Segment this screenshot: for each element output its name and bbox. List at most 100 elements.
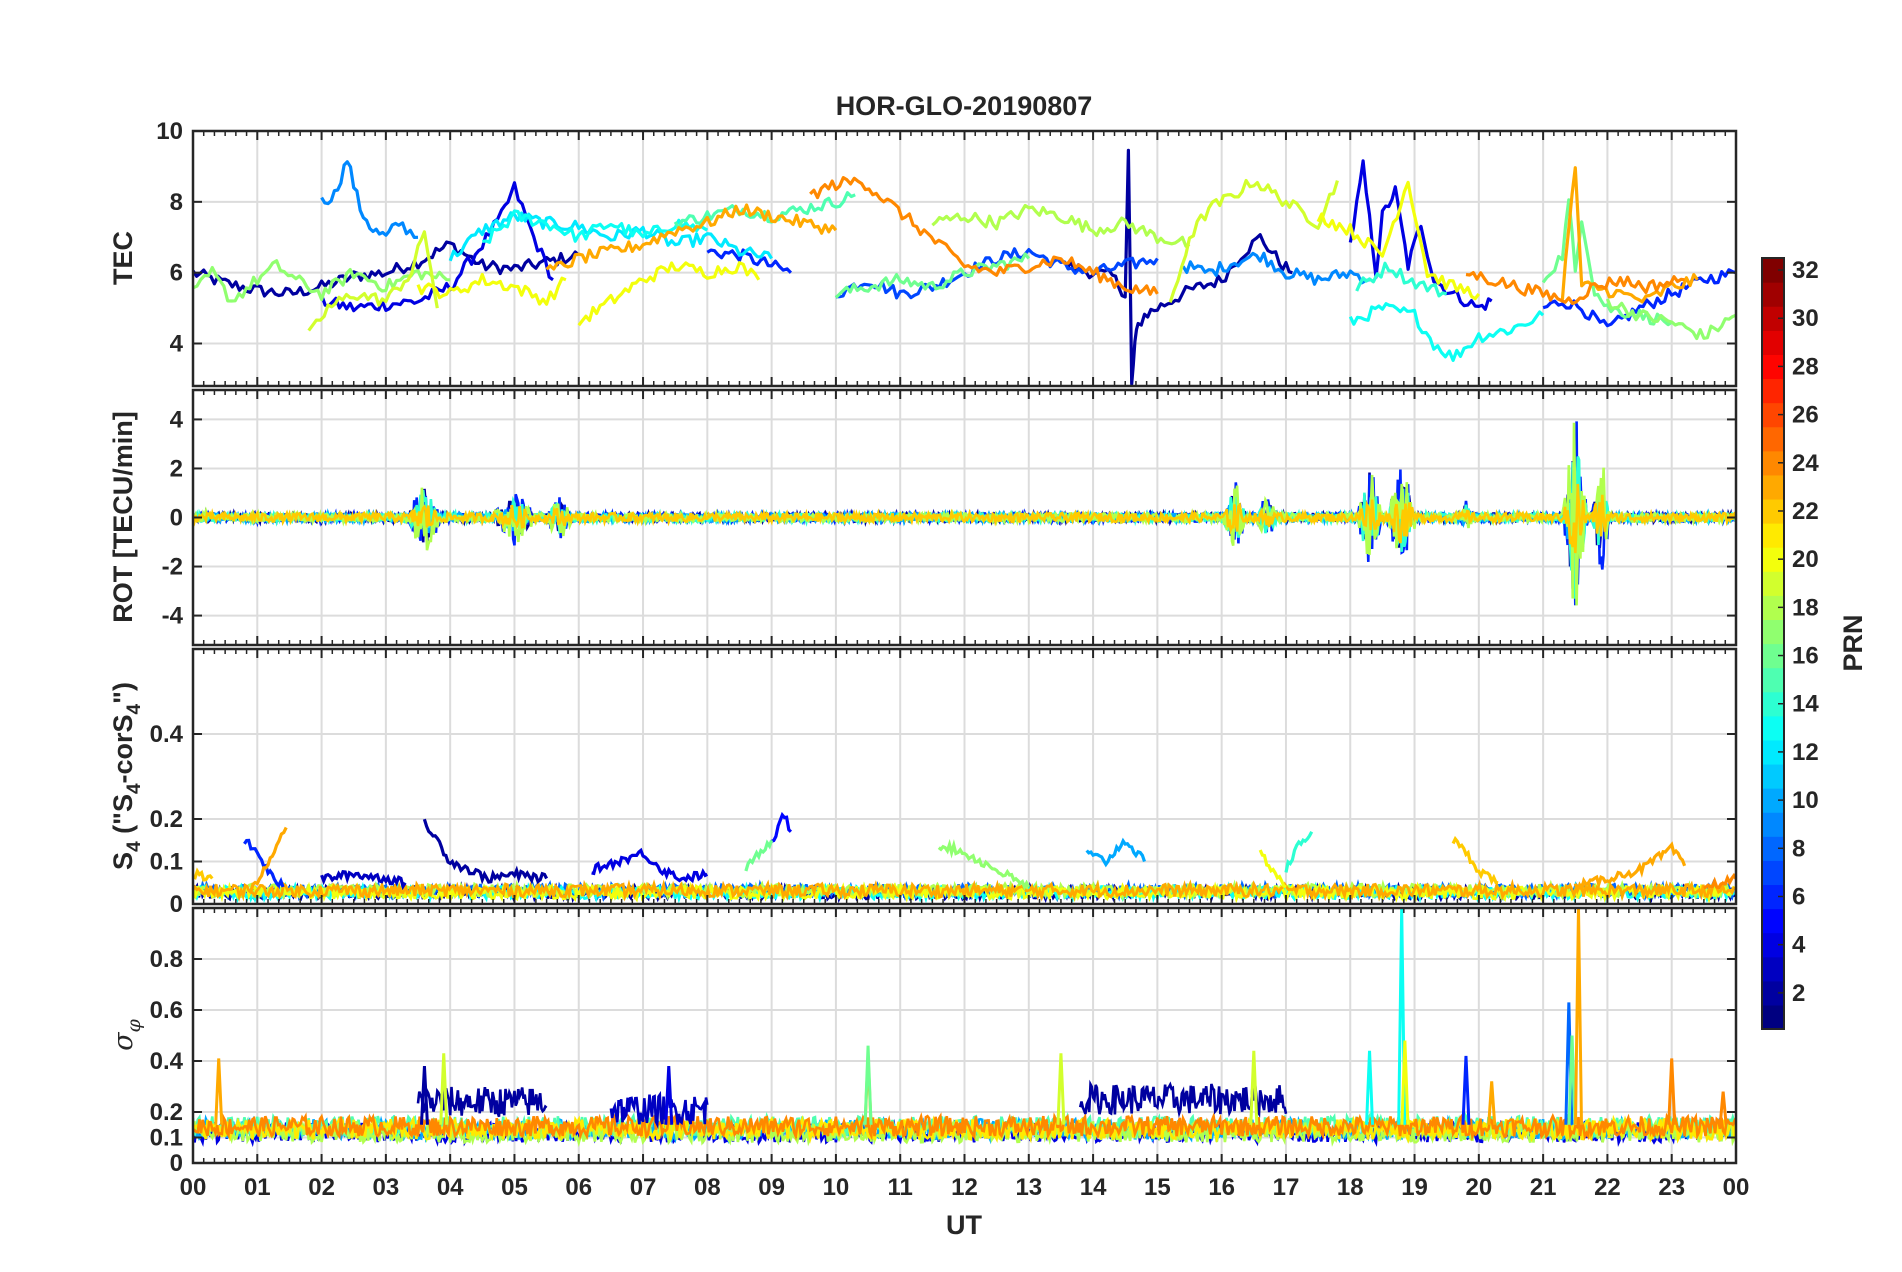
x-tick-label: 23 (1658, 1174, 1685, 1201)
tec-series-line (809, 176, 1159, 296)
s4-series-line (591, 847, 709, 884)
tec-series-line (1465, 271, 1685, 306)
x-tick-label: 14 (1080, 1174, 1107, 1201)
s4-series-line (1085, 837, 1147, 868)
s4-series-line (249, 826, 288, 893)
y-tick-label: 6 (170, 260, 183, 287)
sigma-active-line (609, 1090, 709, 1129)
colorbar-tick-label: 24 (1792, 450, 1819, 477)
y-tick-label: 2 (170, 455, 183, 482)
tec-series-line (931, 203, 1191, 248)
colorbar-segment (1762, 330, 1784, 355)
colorbar-tick-label: 8 (1792, 835, 1805, 862)
tec-panel: 4 6 8 10 (156, 118, 1738, 388)
y-tick-label: 0.4 (150, 1048, 184, 1075)
y-tick-label: 0.2 (150, 1099, 183, 1126)
y-tick-label: 0.2 (150, 806, 183, 833)
colorbar-frame (1761, 257, 1785, 1030)
sigma-spike (863, 1045, 873, 1125)
sigma-spike (1567, 1035, 1577, 1125)
colorbar-segment (1762, 667, 1784, 693)
colorbar-segment (1762, 812, 1784, 837)
sigma-spike (1573, 908, 1583, 1125)
x-tick-label: 18 (1337, 1174, 1364, 1201)
data-layer (193, 148, 1736, 386)
s4-series-line (771, 811, 793, 843)
colorbar-segment (1762, 523, 1784, 548)
sigma-spike (1365, 1050, 1375, 1125)
colorbar-segment (1762, 715, 1784, 741)
s4-series-line (193, 867, 214, 882)
y-tick-label: 0.6 (150, 997, 183, 1024)
tec-series-line (834, 252, 1031, 299)
x-tick-label: 21 (1530, 1174, 1557, 1201)
colorbar-segment (1762, 498, 1784, 524)
tec-series-line (706, 248, 793, 274)
x-tick-label: 10 (823, 1174, 850, 1201)
colorbar-tick-label: 30 (1792, 305, 1819, 332)
x-tick-label: 15 (1144, 1174, 1171, 1201)
tec-series-line (1181, 251, 1370, 286)
sigma-spike (214, 1058, 224, 1125)
colorbar-tick-label: 4 (1792, 932, 1806, 959)
colorbar-tick-label: 18 (1792, 594, 1819, 621)
x-tick-label: 22 (1594, 1174, 1621, 1201)
tec-series-line (1560, 166, 1699, 304)
colorbar-tick-label: 16 (1792, 643, 1819, 670)
tec-series-line (448, 211, 773, 262)
colorbar-segment (1762, 763, 1784, 789)
colorbar-segment (1762, 956, 1784, 982)
axes-frame (191, 129, 1738, 388)
y-tick-label: 0 (170, 505, 183, 532)
colorbar-segment (1762, 547, 1784, 572)
y-tick-label: -4 (162, 603, 184, 630)
x-tick-label: 19 (1401, 1174, 1428, 1201)
s4-series-line (1451, 835, 1499, 886)
x-tick-label: 13 (1015, 1174, 1042, 1201)
x-tick-label: 20 (1465, 1174, 1492, 1201)
sigma-spike (1249, 1050, 1259, 1125)
s4-series-line (422, 818, 549, 885)
sigma-spike (1400, 1040, 1410, 1125)
y-tick-label: 0.1 (150, 849, 183, 876)
axes-frame (191, 388, 1738, 647)
colorbar-tick-label: 12 (1792, 739, 1819, 766)
sigma-spike (419, 1066, 429, 1125)
colorbar-segment (1762, 836, 1784, 861)
colorbar-segment (1762, 258, 1784, 283)
colorbar-tick-label: 22 (1792, 498, 1819, 525)
colorbar-segment (1762, 739, 1784, 765)
y-tick-label: 8 (170, 189, 183, 216)
colorbar-tick-label: 14 (1792, 691, 1819, 718)
sigma-spike (439, 1053, 449, 1125)
colorbar-segment (1762, 691, 1784, 717)
colorbar-segment (1762, 788, 1784, 813)
s4-panel: 0 0.1 0.2 0.4 (150, 647, 1738, 918)
tec-series-line (545, 203, 838, 271)
tec-series-line (1605, 298, 1736, 341)
x-tick-label: 02 (308, 1174, 335, 1201)
colorbar-segment (1762, 643, 1784, 669)
tec-series-line (673, 191, 856, 230)
tec-series-line (1541, 198, 1673, 327)
tec-series-line (482, 209, 709, 244)
s4-series-line (1703, 872, 1736, 890)
x-tick-label: 11 (888, 1174, 913, 1201)
s4-series-line (1573, 841, 1687, 896)
x-axis-label: UT (946, 1210, 982, 1240)
sigma-phi-panel: 00.10.2 0.4 0.6 0.8 (150, 906, 1738, 1177)
colorbar-segment (1762, 595, 1784, 620)
y-tick-label: 4 (170, 331, 184, 358)
colorbar-segment (1762, 571, 1784, 596)
colorbar-segment (1762, 908, 1784, 934)
y-axis-label-rot: ROT [TECU/min] (108, 411, 138, 622)
tec-series-line (577, 261, 761, 327)
colorbar-segment (1762, 474, 1784, 500)
data-layer (193, 421, 1736, 606)
rot-panel: -4 -2 0 2 4 (162, 388, 1738, 647)
y-tick-label: 0.8 (150, 946, 183, 973)
colorbar-segment (1762, 932, 1784, 958)
sigma-spike (1667, 1058, 1677, 1125)
s4-series-line (1284, 831, 1314, 873)
